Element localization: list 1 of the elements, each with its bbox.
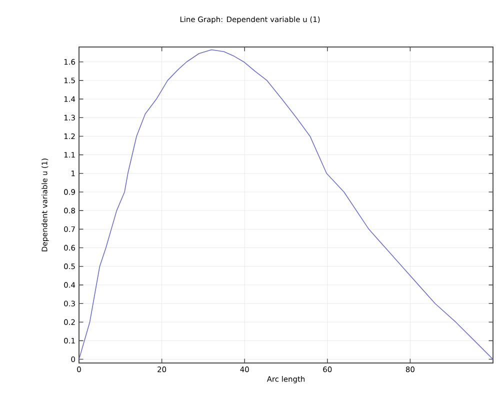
line-series bbox=[79, 49, 494, 360]
